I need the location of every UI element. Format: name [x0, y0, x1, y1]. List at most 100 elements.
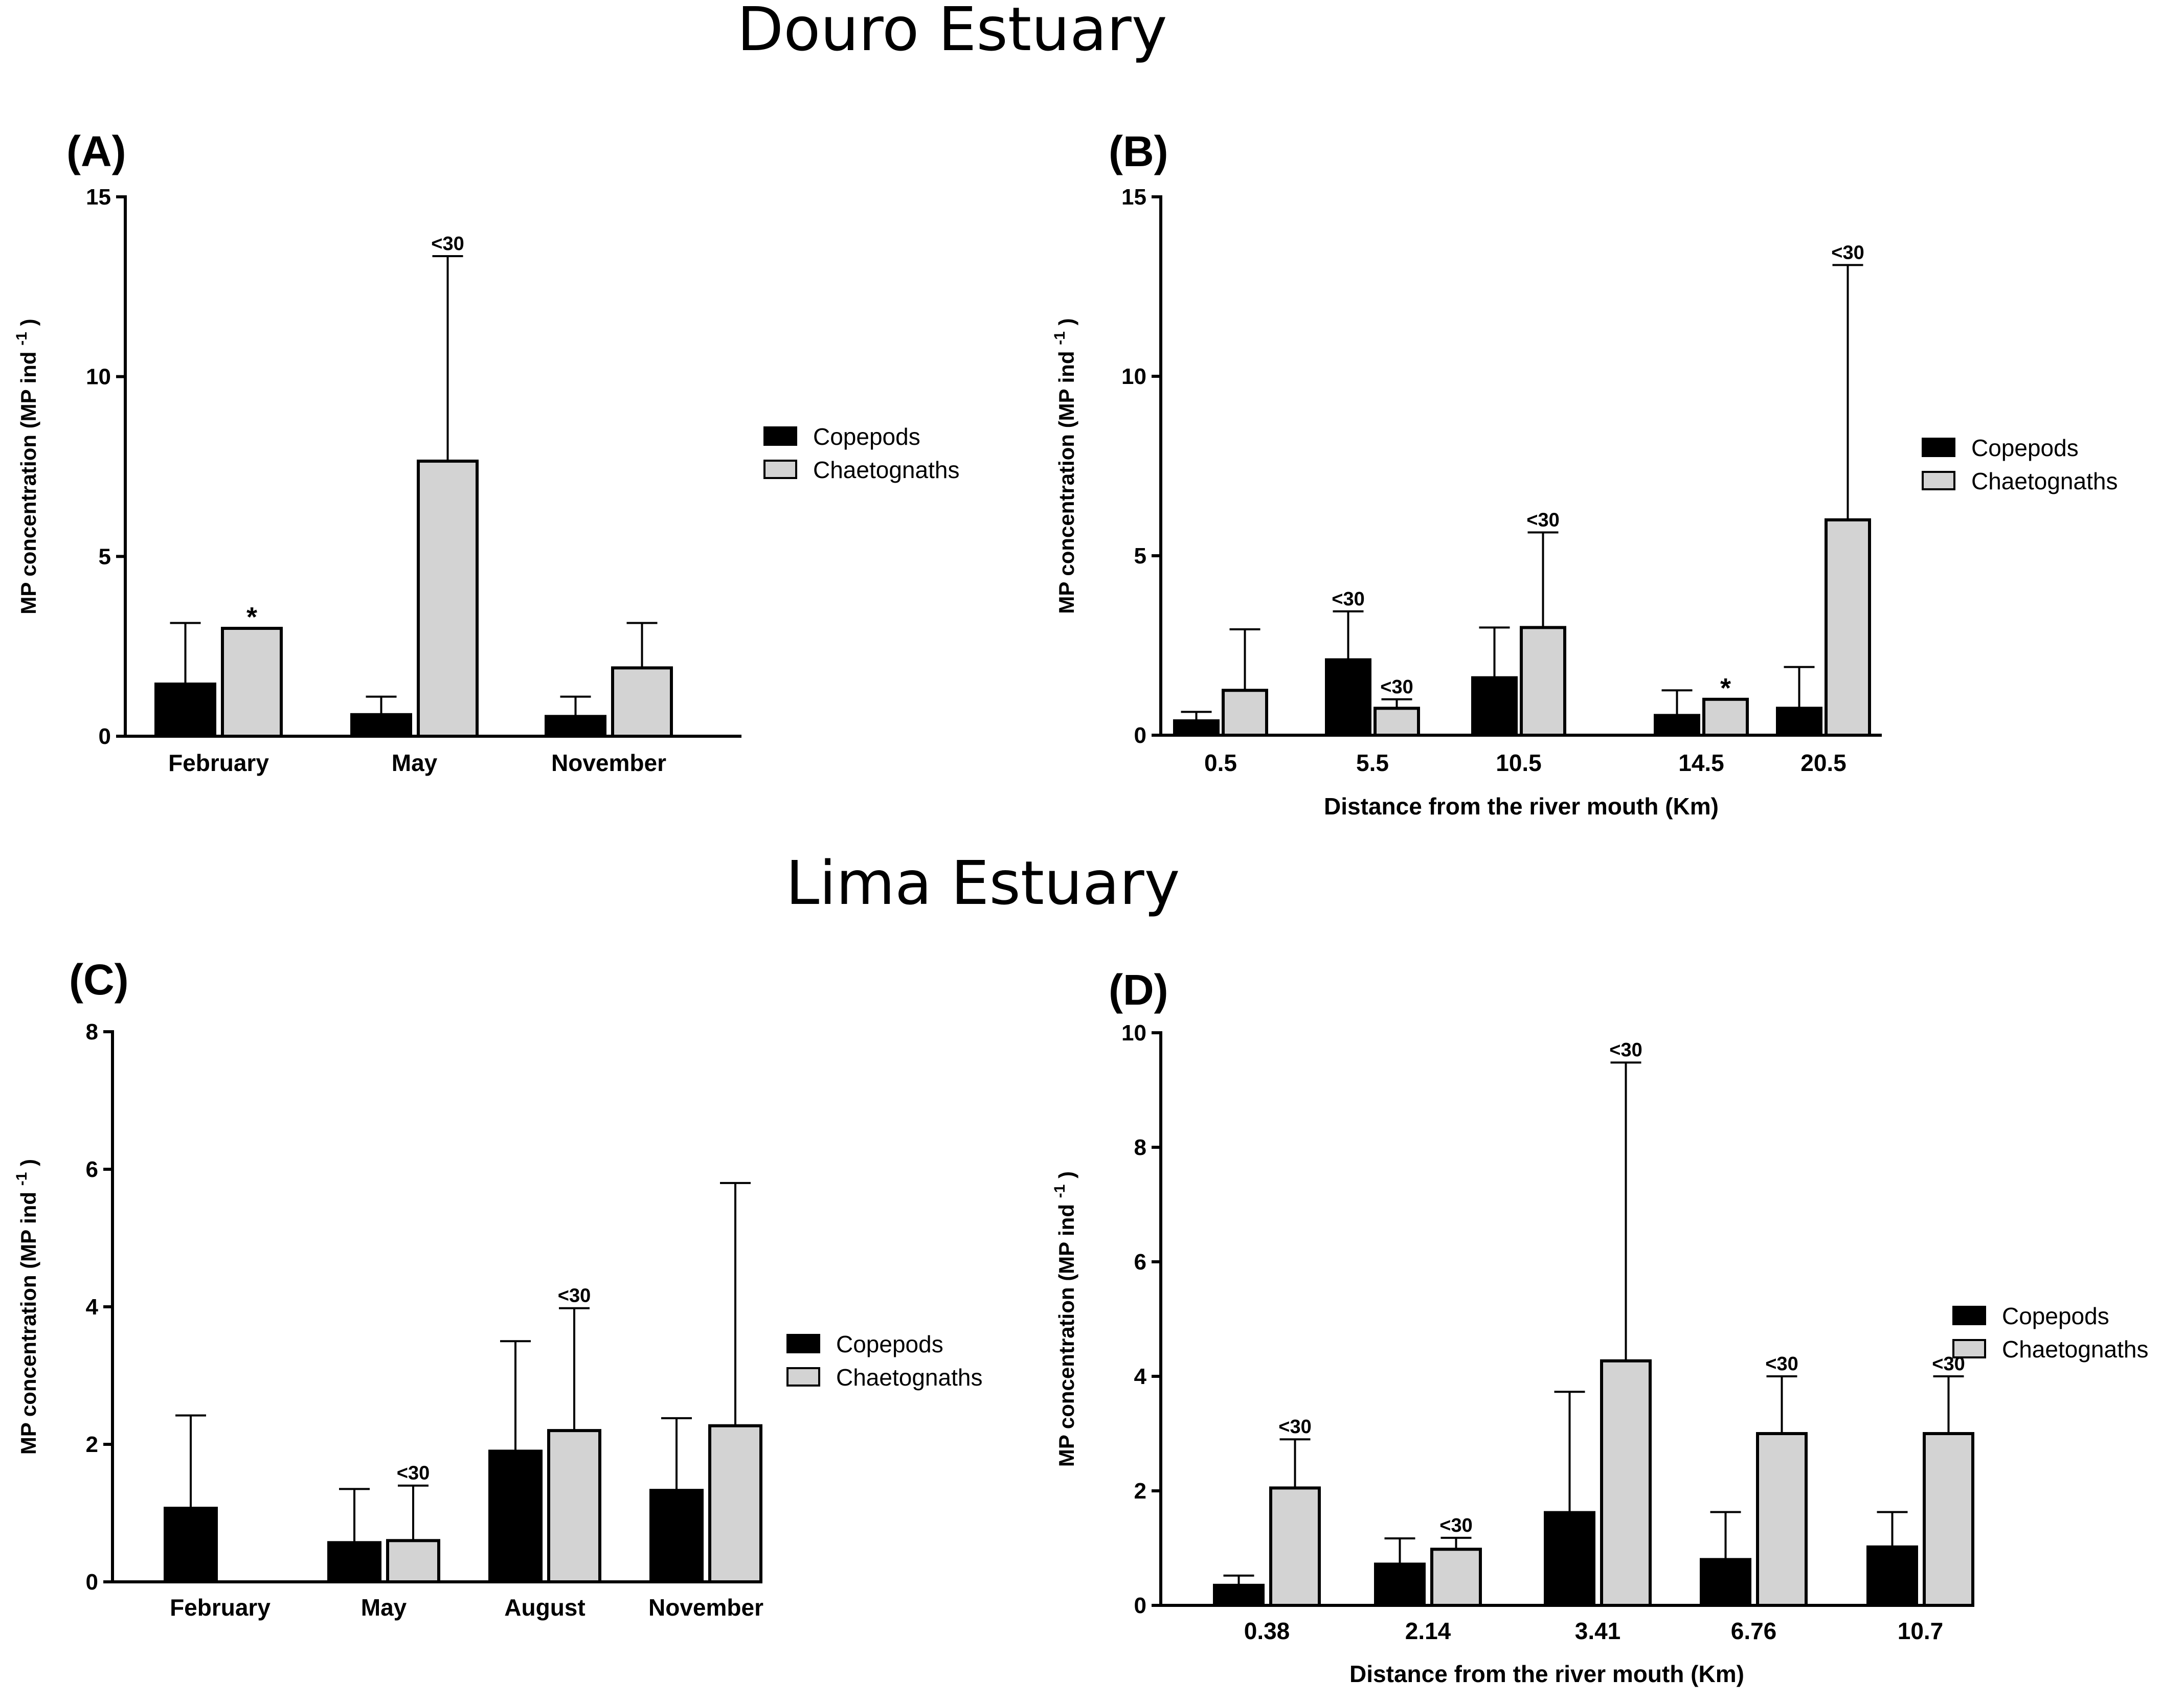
x-tick-label: November — [551, 750, 666, 776]
y-axis-label-superscript: -1 — [1051, 331, 1068, 345]
bar-chaetognaths — [1756, 1432, 1808, 1607]
significance-marker: * — [1720, 673, 1731, 704]
legend-swatch-chaetognaths — [1922, 471, 1955, 490]
bar-copepods — [327, 1541, 381, 1583]
y-tick-label: 10 — [1121, 364, 1146, 389]
x-tick-label: February — [168, 750, 269, 776]
y-axis-label-superscript: -1 — [13, 332, 30, 346]
bar-copepods — [488, 1449, 543, 1583]
y-tick-label: 8 — [1134, 1135, 1146, 1160]
chart-panels: (A) 0 5 10 15 MP concentration (MP ind -1 ) Fe… — [13, 127, 2148, 1687]
y-axis-label: MP concentration (MP ind -1 ) — [1051, 318, 1078, 614]
x-tick-label: February — [170, 1594, 271, 1621]
size-annotation: <30 — [1526, 509, 1559, 531]
y-tick-label: 0 — [1134, 723, 1146, 748]
bar-copepods — [350, 713, 412, 738]
y-tick-label: 15 — [1121, 185, 1146, 210]
bar-copepods — [1544, 1511, 1595, 1607]
bar-copepods — [164, 1507, 218, 1583]
bar-copepods — [649, 1489, 704, 1583]
x-tick-label: 10.5 — [1496, 750, 1542, 776]
bar-copepods — [1374, 1562, 1426, 1607]
x-tick-label: 0.5 — [1204, 750, 1237, 776]
size-annotation: <30 — [1609, 1039, 1642, 1061]
bar-copepods — [1471, 676, 1518, 737]
bar-chaetognaths — [1269, 1486, 1321, 1607]
x-tick-label: 5.5 — [1356, 750, 1389, 776]
x-tick-label: 20.5 — [1800, 750, 1847, 776]
size-annotation: <30 — [1831, 242, 1864, 263]
bar-chaetognaths — [547, 1429, 601, 1584]
bar-chaetognaths — [1222, 689, 1268, 737]
size-annotation: <30 — [1765, 1353, 1798, 1375]
bar-copepods — [1173, 719, 1220, 737]
legend-label: Copepods — [2002, 1303, 2109, 1329]
legend-swatch-copepods — [786, 1334, 820, 1353]
bar-chaetognaths — [708, 1424, 762, 1584]
y-tick-label: 15 — [86, 185, 111, 210]
bar-copepods — [545, 715, 606, 738]
y-axis-label: MP concentration (MP ind -1 ) — [13, 1159, 40, 1455]
y-axis-label-end: ) — [16, 319, 40, 332]
panel-label: (A) — [66, 127, 126, 175]
x-tick-label: November — [648, 1594, 763, 1621]
panel-label: (D) — [1109, 966, 1168, 1014]
y-tick-label: 0 — [99, 724, 111, 749]
x-axis-label: Distance from the river mouth (Km) — [1324, 793, 1719, 820]
y-axis-label-end: ) — [1054, 1171, 1078, 1185]
x-tick-label: May — [392, 750, 438, 776]
x-tick-label: 2.14 — [1405, 1618, 1451, 1644]
legend-swatch-chaetognaths — [786, 1367, 820, 1387]
y-tick-label: 2 — [86, 1432, 98, 1457]
bar-copepods — [1213, 1583, 1265, 1607]
y-axis-label: MP concentration (MP ind -1 ) — [13, 319, 40, 614]
x-tick-label: May — [361, 1594, 407, 1621]
y-axis-label-superscript: -1 — [1051, 1185, 1068, 1198]
bar-chaetognaths — [1825, 518, 1871, 737]
bar-copepods — [1700, 1558, 1751, 1607]
bar-chaetognaths — [1600, 1359, 1652, 1607]
y-tick-label: 10 — [86, 365, 111, 390]
bar-copepods — [1866, 1545, 1918, 1607]
legend-label: Chaetognaths — [1971, 468, 2118, 494]
bar-copepods — [1654, 714, 1700, 737]
x-tick-label: 6.76 — [1731, 1618, 1777, 1644]
y-tick-label: 5 — [1134, 543, 1146, 569]
legend-label: Chaetognaths — [2002, 1336, 2148, 1363]
size-annotation: <30 — [1439, 1515, 1472, 1536]
bar-chaetognaths — [1374, 707, 1420, 737]
significance-marker: * — [246, 602, 257, 632]
panel-label: (C) — [69, 956, 129, 1004]
bar-chaetognaths — [1923, 1432, 1974, 1607]
bar-chaetognaths — [1702, 697, 1749, 737]
y-tick-label: 5 — [99, 544, 111, 569]
bar-chaetognaths — [1520, 626, 1566, 737]
size-annotation: <30 — [397, 1463, 430, 1484]
lima-estuary-title: Lima Estuary — [785, 848, 1180, 918]
bar-chaetognaths — [417, 459, 479, 738]
legend-swatch-copepods — [763, 426, 797, 446]
x-tick-label: 0.38 — [1244, 1618, 1290, 1644]
y-tick-label: 8 — [86, 1019, 98, 1045]
y-tick-label: 0 — [1134, 1593, 1146, 1618]
y-tick-label: 6 — [1134, 1250, 1146, 1275]
legend-swatch-copepods — [1922, 438, 1955, 457]
y-axis-label-end: ) — [1054, 318, 1078, 331]
y-tick-label: 4 — [1134, 1364, 1147, 1389]
chart-panel-3: (D) 0 2 4 6 8 10 MP concentration (MP ind -1 ) 0… — [1051, 966, 2148, 1687]
x-axis-label: Distance from the river mouth (Km) — [1349, 1661, 1744, 1687]
y-axis-label-superscript: -1 — [13, 1172, 30, 1186]
y-tick-label: 4 — [86, 1295, 99, 1320]
chart-panel-2: (C) 0 2 4 6 8 MP concentration (MP ind -1 ) Feb… — [13, 956, 982, 1621]
x-tick-label: 3.41 — [1575, 1618, 1621, 1644]
legend-label: Copepods — [836, 1331, 943, 1357]
size-annotation: <30 — [1332, 588, 1364, 610]
x-tick-label: 14.5 — [1678, 750, 1724, 776]
legend-swatch-chaetognaths — [1952, 1339, 1986, 1358]
y-tick-label: 6 — [86, 1157, 98, 1182]
y-axis-label-end: ) — [16, 1159, 40, 1172]
bar-chaetognaths — [1430, 1548, 1482, 1607]
legend-swatch-chaetognaths — [763, 460, 797, 479]
bar-copepods — [1776, 707, 1822, 737]
